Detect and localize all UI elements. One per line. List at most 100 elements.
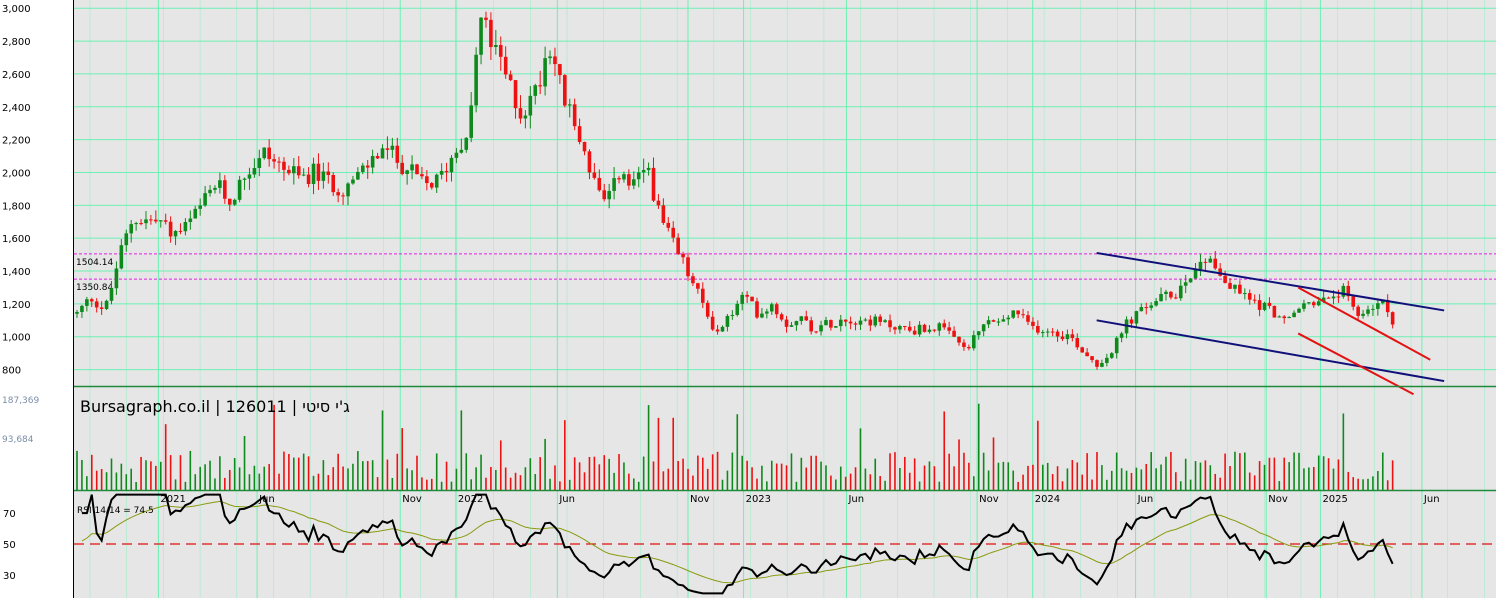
candle-body xyxy=(223,180,227,199)
volume-bar xyxy=(435,453,438,490)
candle-body xyxy=(1366,309,1370,314)
level-label: 1350.84 xyxy=(76,283,113,293)
volume-bar xyxy=(874,458,877,490)
volume-bar xyxy=(815,455,817,490)
volume-bar xyxy=(958,439,960,490)
volume-bar xyxy=(716,451,719,490)
volume-bar xyxy=(756,478,758,490)
volume-bar xyxy=(820,461,822,490)
candle-body xyxy=(1351,296,1356,307)
volume-bar xyxy=(524,467,527,490)
candle-body xyxy=(375,156,380,159)
volume-bar xyxy=(1041,464,1044,490)
time-tick-label: 2021 xyxy=(160,494,185,505)
rsi-y-axis: 70 50 30 xyxy=(3,509,16,582)
price-tick-label: 1,800 xyxy=(2,201,31,212)
volume-bar xyxy=(480,454,482,490)
candle-body xyxy=(868,319,873,326)
candle-body xyxy=(484,17,488,20)
time-tick-label: Nov xyxy=(979,494,999,505)
volume-bar xyxy=(1258,461,1261,490)
volume-bar xyxy=(1160,464,1162,490)
candle-body xyxy=(794,321,799,326)
candle-body xyxy=(666,222,671,228)
volume-bar xyxy=(1327,458,1330,490)
volume-bar xyxy=(179,455,182,490)
price-tick-label: 2,000 xyxy=(2,168,31,179)
level-label: 1504.14 xyxy=(76,258,113,268)
candle-body xyxy=(331,175,336,193)
candle-body xyxy=(208,189,212,194)
volume-bar xyxy=(701,457,704,490)
volume-bar xyxy=(450,481,453,490)
volume-bar xyxy=(135,481,137,490)
candle-body xyxy=(395,145,400,163)
volume-bar xyxy=(1091,479,1093,490)
volume-bar xyxy=(977,403,980,490)
candle-body xyxy=(370,156,375,168)
volume-bar xyxy=(1283,457,1286,490)
volume-bar xyxy=(1145,464,1148,490)
volume-bar xyxy=(1194,461,1197,490)
candle-body xyxy=(843,319,848,322)
candle-body xyxy=(474,54,478,106)
candle-body xyxy=(1095,360,1099,367)
candle-body xyxy=(750,296,754,302)
candle-body xyxy=(873,316,878,326)
candle-body xyxy=(1223,275,1227,283)
volume-bar xyxy=(780,463,783,490)
volume-bar xyxy=(253,465,256,490)
volume-bar xyxy=(1312,466,1315,490)
volume-bar xyxy=(839,466,842,490)
candle-body xyxy=(262,147,267,159)
volume-bar xyxy=(928,461,931,490)
time-tick-label: Jun xyxy=(258,494,275,505)
volume-bar xyxy=(455,468,458,490)
candle-body xyxy=(479,17,483,55)
candle-body xyxy=(218,180,222,188)
candle-body xyxy=(1100,362,1104,367)
candle-body xyxy=(991,320,996,322)
volume-bar xyxy=(918,481,921,490)
candle-body xyxy=(917,324,922,335)
volume-bar xyxy=(1130,472,1133,490)
volume-bar xyxy=(337,453,339,490)
candle-body xyxy=(434,174,439,188)
volume-bar xyxy=(1342,413,1345,490)
rsi-line xyxy=(81,493,1394,595)
candle-body xyxy=(903,326,907,328)
candle-body xyxy=(942,323,947,328)
volume-bar xyxy=(731,452,734,490)
volume-bar xyxy=(588,456,591,490)
candle-body xyxy=(1257,300,1262,310)
volume-bar xyxy=(726,470,729,490)
volume-bar xyxy=(692,475,694,490)
volume-bar xyxy=(288,453,290,490)
volume-bar xyxy=(1155,468,1157,490)
volume-bar xyxy=(214,478,216,490)
price-tick-label: 1,000 xyxy=(2,333,31,344)
volume-bar xyxy=(1051,474,1054,490)
candle-body xyxy=(252,168,257,175)
volume-bar xyxy=(307,456,310,490)
volume-bar xyxy=(1391,460,1394,490)
time-tick-label: Nov xyxy=(690,494,710,505)
candle-body xyxy=(346,183,350,197)
candle-body xyxy=(415,164,419,175)
volume-bar xyxy=(1046,462,1049,490)
candle-body xyxy=(962,342,966,348)
volume-bar xyxy=(539,457,541,490)
candle-body xyxy=(1149,305,1153,308)
candle-body xyxy=(1371,308,1375,310)
candle-body xyxy=(774,304,779,315)
volume-bar xyxy=(421,477,423,490)
candle-body xyxy=(1277,316,1282,318)
volume-bar xyxy=(711,454,714,490)
volume-bar xyxy=(1056,466,1059,490)
volume-bar xyxy=(332,467,335,490)
candle-body xyxy=(1193,269,1198,279)
volume-bar xyxy=(1002,461,1005,490)
volume-bar xyxy=(864,468,867,490)
volume-bar xyxy=(830,475,832,490)
watermark: Bursagraph.co.il | 126011 | ג'י סיטי xyxy=(80,397,350,416)
